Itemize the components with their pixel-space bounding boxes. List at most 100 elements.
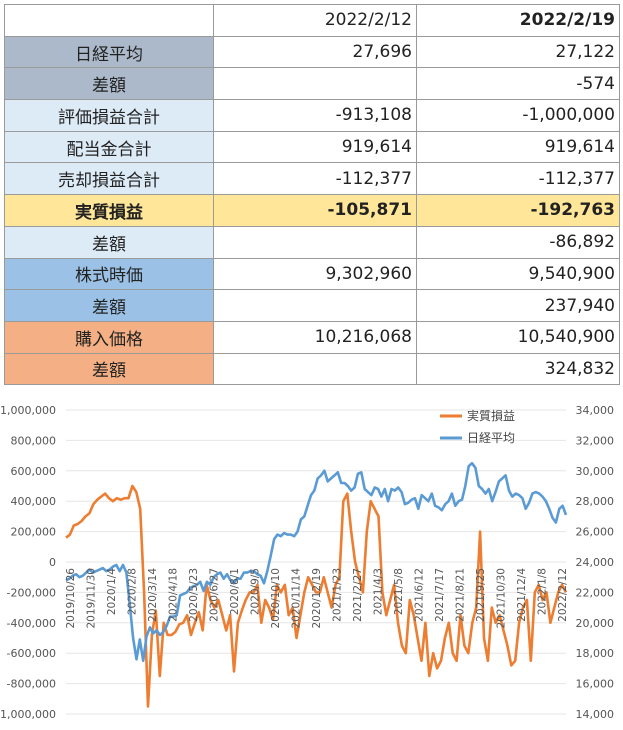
line-chart: 1,000,000 800,000 600,000 400,000 200,000 0 -2… (0, 404, 615, 721)
row-value-1 (213, 352, 417, 386)
table-row: 株式時価 9,302,960 9,540,900 (4, 257, 620, 291)
row-value-2: 9,540,900 (416, 257, 620, 291)
header-date-1: 2022/2/12 (213, 4, 417, 37)
x-tick-label: 2020/1/4 (106, 568, 118, 615)
table-row: 差額 -86,892 (4, 225, 620, 259)
row-label: 差額 (4, 67, 214, 101)
right-tick-label: 34,000 (576, 404, 615, 417)
x-tick-label: 2020/8/1 (229, 568, 241, 615)
x-tick-label: 2021/8/21 (455, 568, 467, 622)
right-axis-ticks: 34,000 32,000 30,000 28,000 26,000 24,000 22,0… (576, 404, 615, 721)
row-label: 評価損益合計 (4, 99, 214, 132)
left-axis-ticks: 1,000,000 800,000 600,000 400,000 200,000 0 -2… (0, 404, 56, 721)
x-tick-label: 2019/11/30 (86, 568, 98, 629)
row-label: 配当金合計 (4, 130, 214, 164)
right-tick-label: 24,000 (576, 556, 615, 569)
series-line-left (65, 484, 568, 708)
row-value-2: 27,122 (416, 35, 620, 69)
left-tick-label: 400,000 (11, 495, 57, 508)
chart-series (65, 461, 568, 708)
header-blank-cell (4, 4, 214, 37)
table-row: 日経平均 27,696 27,122 (4, 35, 620, 69)
table-row: 評価損益合計 -913,108 -1,000,000 (4, 99, 620, 132)
x-tick-label: 2022/1/8 (537, 568, 549, 615)
series-line-right (65, 461, 568, 663)
left-tick-label: -600,000 (7, 647, 56, 660)
table-row: 差額 -574 (4, 67, 620, 101)
x-tick-label: 2021/7/17 (434, 568, 446, 622)
left-tick-label: -400,000 (7, 617, 56, 630)
right-tick-label: 32,000 (576, 434, 615, 447)
row-value-1: 27,696 (213, 35, 417, 69)
x-tick-label: 2020/12/19 (311, 568, 323, 629)
x-tick-label: 2021/2/27 (352, 568, 364, 622)
x-tick-label: 2020/6/27 (209, 568, 221, 622)
table-row: 売却損益合計 -112,377 -112,377 (4, 162, 620, 196)
row-value-2: -1,000,000 (416, 99, 620, 132)
row-value-1: -112,377 (213, 162, 417, 196)
x-tick-label: 2021/12/4 (516, 568, 528, 622)
row-value-1: 9,302,960 (213, 257, 417, 291)
x-tick-label: 2020/10/10 (270, 568, 282, 629)
chart-gridlines (66, 409, 566, 715)
row-value-2: -192,763 (416, 194, 620, 227)
header-date-2: 2022/2/19 (416, 4, 620, 37)
right-tick-label: 20,000 (576, 617, 615, 630)
x-tick-label: 2021/4/3 (373, 568, 385, 615)
right-tick-label: 14,000 (576, 708, 615, 721)
x-tick-label: 2021/9/25 (475, 568, 487, 622)
row-value-2: 324,832 (416, 352, 620, 386)
row-value-2: 10,540,900 (416, 320, 620, 354)
row-value-1: -913,108 (213, 99, 417, 132)
table-row: 配当金合計 919,614 919,614 (4, 130, 620, 164)
row-value-1: 10,216,068 (213, 320, 417, 354)
x-tick-label: 2020/2/8 (127, 568, 139, 615)
table-row: 差額 324,832 (4, 352, 620, 386)
x-tick-label: 2021/6/12 (414, 568, 426, 622)
x-tick-label: 2022/2/12 (557, 568, 569, 622)
row-value-1: -105,871 (213, 194, 417, 227)
left-tick-label: 200,000 (11, 526, 57, 539)
table-row: 購入価格 10,216,068 10,540,900 (4, 320, 620, 354)
row-label: 差額 (4, 352, 214, 386)
row-label: 売却損益合計 (4, 162, 214, 196)
table-row: 差額 237,940 (4, 289, 620, 322)
row-label: 実質損益 (4, 194, 214, 227)
row-label: 差額 (4, 225, 214, 259)
row-value-2: -86,892 (416, 225, 620, 259)
legend-label: 実質損益 (467, 408, 515, 423)
x-tick-label: 2021/10/30 (496, 568, 508, 629)
row-label: 購入価格 (4, 320, 214, 354)
row-value-1 (213, 225, 417, 259)
x-tick-label: 2020/9/5 (250, 568, 262, 615)
row-value-1: 919,614 (213, 130, 417, 164)
x-axis-ticks: 2019/10/26 2019/11/30 2020/1/4 2020/2/8 2020… (65, 568, 569, 629)
row-value-2: -112,377 (416, 162, 620, 196)
left-tick-label: -1,000,000 (0, 708, 56, 721)
right-tick-label: 28,000 (576, 495, 615, 508)
x-tick-label: 2021/1/23 (332, 568, 344, 622)
x-tick-label: 2021/5/8 (393, 568, 405, 615)
row-value-2: 919,614 (416, 130, 620, 164)
row-label: 株式時価 (4, 257, 214, 291)
right-tick-label: 22,000 (576, 586, 615, 599)
right-tick-label: 30,000 (576, 465, 615, 478)
row-value-2: 237,940 (416, 289, 620, 322)
right-tick-label: 16,000 (576, 678, 615, 691)
x-tick-label: 2020/4/18 (168, 568, 180, 622)
legend-label: 日経平均 (467, 431, 515, 445)
x-tick-label: 2020/11/14 (291, 568, 303, 629)
x-tick-label: 2019/10/26 (65, 568, 77, 629)
x-tick-label: 2020/3/14 (147, 568, 159, 622)
row-label: 差額 (4, 289, 214, 322)
row-value-1 (213, 289, 417, 322)
right-tick-label: 18,000 (576, 647, 615, 660)
left-tick-label: -200,000 (7, 586, 56, 599)
row-label: 日経平均 (4, 35, 214, 69)
table-header-row: 2022/2/12 2022/2/19 (4, 4, 620, 37)
row-value-1 (213, 67, 417, 101)
table-row: 実質損益 -105,871 -192,763 (4, 194, 620, 227)
row-value-2: -574 (416, 67, 620, 101)
left-tick-label: -800,000 (7, 678, 56, 691)
